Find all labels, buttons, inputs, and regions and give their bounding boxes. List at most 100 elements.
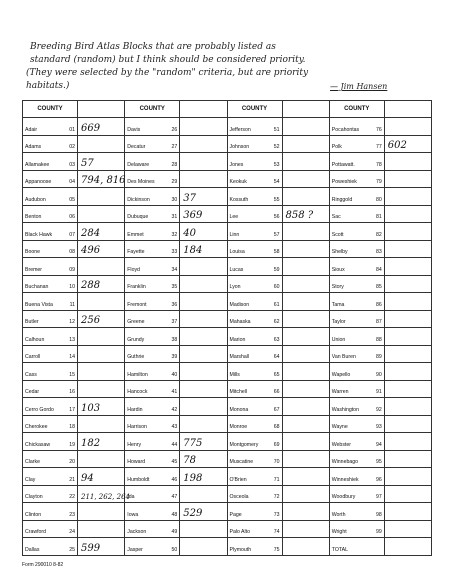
- county-cell: Carroll 14: [23, 345, 78, 364]
- county-cell: Henry 44: [125, 433, 181, 451]
- county-name: Palo Alto: [229, 529, 250, 536]
- entry-cell: [282, 188, 330, 206]
- handwritten-entry: 184: [183, 245, 203, 257]
- county-cell: Harrison 43: [125, 415, 181, 434]
- entry-cell: [384, 328, 432, 346]
- county-name: Clinton: [25, 511, 42, 518]
- county-number: 41: [171, 389, 178, 396]
- entry-cell: 496: [78, 240, 126, 259]
- county-number: 70: [273, 459, 280, 466]
- county-name: Butler: [25, 319, 39, 326]
- county-name: Allamakee: [25, 161, 50, 168]
- entry-cell: [180, 170, 228, 189]
- county-cell: Sac 81: [329, 205, 385, 224]
- county-name: Cedar: [25, 389, 40, 396]
- entry-cell: [78, 415, 126, 434]
- entry-cell: 858 ?: [282, 205, 330, 224]
- entry-cell: [180, 153, 228, 171]
- county-number: 88: [375, 336, 382, 343]
- county-name: Hancock: [127, 389, 148, 396]
- county-name: Cass: [25, 371, 37, 378]
- county-cell: Adair 01: [23, 118, 78, 136]
- county-name: Appanoose: [25, 179, 52, 186]
- entry-cell: 57: [78, 153, 126, 171]
- county-number: 37: [171, 319, 178, 326]
- entry-header: [78, 101, 126, 118]
- county-cell: Davis 26: [125, 118, 181, 136]
- county-name: Decatur: [127, 144, 146, 151]
- county-cell: Winneshiek 96: [329, 468, 385, 486]
- county-number: 14: [69, 354, 75, 361]
- note-line: Breeding Bird Atlas Blocks that are prob…: [30, 42, 276, 52]
- handwritten-entry: 858 ?: [285, 210, 314, 222]
- county-number: 04: [69, 179, 75, 186]
- county-number: 24: [69, 529, 75, 536]
- county-cell: Linn 57: [227, 223, 283, 241]
- county-name: Greene: [127, 319, 145, 326]
- entry-cell: [282, 433, 330, 451]
- county-cell: Dubuque 31: [125, 205, 181, 224]
- entry-cell: [384, 118, 432, 136]
- county-cell: Lee 56: [227, 205, 283, 224]
- entry-cell: 775: [180, 433, 228, 451]
- county-name: Jackson: [127, 529, 147, 536]
- entry-cell: 794, 816: [78, 170, 126, 189]
- county-cell: Boone 08: [23, 240, 78, 259]
- county-number: 96: [375, 476, 382, 483]
- county-name: Audubon: [25, 196, 46, 203]
- county-cell: Plymouth 75: [227, 538, 283, 556]
- county-number: 58: [273, 249, 280, 256]
- county-cell: Calhoun 13: [23, 328, 78, 346]
- county-name: Henry: [127, 441, 142, 448]
- county-name: Kossuth: [229, 196, 249, 203]
- county-cell: Humboldt 46: [125, 468, 181, 486]
- county-cell: Palo Alto 74: [227, 520, 283, 539]
- county-number: 06: [69, 214, 75, 221]
- county-table: COUNTY Adair 01 669 Adams 02 Allamakee 03 57 Appa…: [22, 100, 432, 556]
- county-cell: Jefferson 51: [227, 118, 283, 136]
- entry-cell: [78, 205, 126, 224]
- entry-cell: [180, 293, 228, 311]
- county-number: 23: [69, 511, 75, 518]
- county-cell: Ida 47: [125, 485, 181, 504]
- county-cell: Des Moines 29: [125, 170, 181, 189]
- county-name: Woodbury: [331, 494, 356, 501]
- county-name: Louisa: [229, 249, 245, 256]
- entry-cell: [282, 170, 330, 189]
- entry-cell: [384, 450, 432, 469]
- county-cell: Kossuth 55: [227, 188, 283, 206]
- county-cell: Marion 63: [227, 328, 283, 346]
- county-number: 89: [375, 354, 382, 361]
- entry-header: [282, 101, 330, 118]
- county-name: Pocahontas: [331, 126, 360, 133]
- handwritten-entry: 198: [183, 472, 203, 484]
- entry-cell: [384, 538, 432, 556]
- county-number: 92: [375, 406, 382, 413]
- county-cell: Pocahontas 76: [329, 118, 385, 136]
- county-cell: Pottawatt. 78: [329, 153, 385, 171]
- county-cell: Woodbury 97: [329, 485, 385, 504]
- county-name: Monona: [229, 406, 249, 413]
- entry-cell: 37: [180, 188, 228, 206]
- county-name: Ida: [127, 494, 135, 501]
- entry-cell: 288: [78, 275, 126, 294]
- entry-cell: [180, 345, 228, 364]
- county-number: 20: [69, 459, 75, 466]
- county-number: 60: [273, 284, 280, 291]
- county-cell: Marshall 64: [227, 345, 283, 364]
- county-number: 91: [375, 389, 382, 396]
- county-number: 02: [69, 144, 75, 151]
- county-number: 39: [171, 354, 178, 361]
- county-name: Hardin: [127, 406, 143, 413]
- county-number: 94: [375, 441, 382, 448]
- signature: — Jim Hansen: [330, 82, 388, 91]
- entry-cell: [282, 398, 330, 416]
- county-name: Polk: [331, 144, 342, 151]
- county-name: Dallas: [25, 546, 40, 553]
- county-cell: Van Buren 89: [329, 345, 385, 364]
- county-number: 18: [69, 424, 75, 431]
- entry-cell: [384, 345, 432, 364]
- county-number: 74: [273, 529, 280, 536]
- county-cell: Warren 91: [329, 380, 385, 399]
- county-number: 17: [69, 406, 75, 413]
